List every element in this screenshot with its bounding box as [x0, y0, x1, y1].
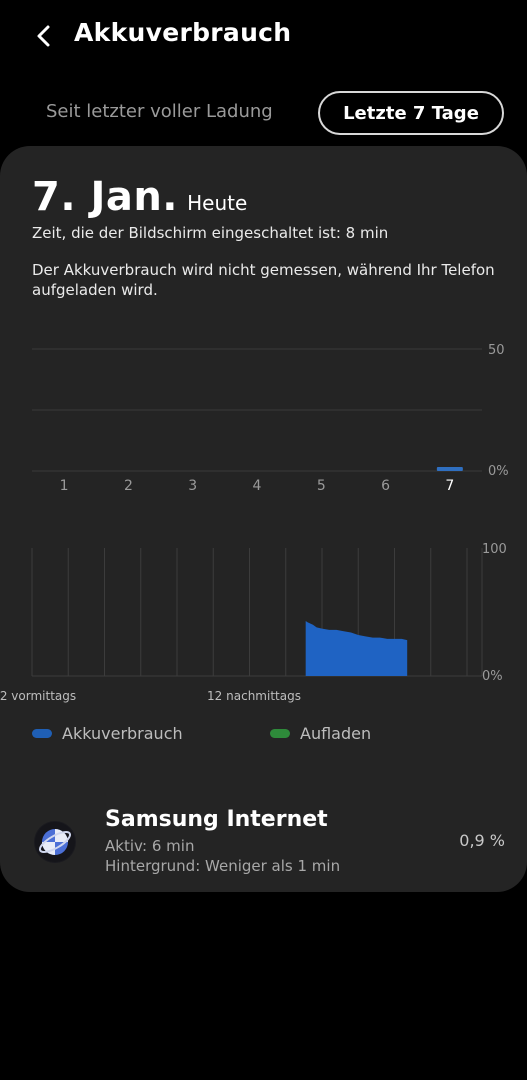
back-button[interactable]: [30, 22, 58, 50]
screen-time-text: Zeit, die der Bildschirm eingeschaltet i…: [32, 224, 389, 242]
x-tick-label: 2 vormittags: [0, 689, 76, 703]
battery-level-area-chart[interactable]: 100 0% 2 vormittags 12 nachmittags: [0, 536, 527, 716]
app-usage-row[interactable]: Samsung Internet Aktiv: 6 min Hintergrun…: [0, 801, 527, 881]
x-tick-label: 6: [381, 478, 390, 494]
page-title: Akkuverbrauch: [74, 18, 292, 47]
app-active-time: Aktiv: 6 min: [105, 837, 195, 855]
range-option-last-7-days[interactable]: Letzte 7 Tage: [318, 91, 504, 135]
chart-legend: Akkuverbrauch Aufladen: [32, 724, 512, 748]
app-name: Samsung Internet: [105, 807, 328, 832]
daily-usage-bar-chart[interactable]: 50 0% 1 2 3 4 5 6 7: [0, 336, 527, 496]
y-tick-label: 0%: [488, 464, 509, 479]
bar: [436, 467, 463, 471]
app-usage-percent: 0,9 %: [459, 831, 505, 850]
x-tick-label: 1: [60, 478, 69, 494]
today-label: Heute: [187, 191, 248, 215]
header: Akkuverbrauch: [0, 0, 527, 72]
legend-item-usage: Akkuverbrauch: [32, 724, 183, 743]
charging-notice: Der Akkuverbrauch wird nicht gemessen, w…: [32, 261, 495, 299]
x-tick-label: 5: [317, 478, 326, 494]
x-tick-label: 4: [253, 478, 262, 494]
x-tick-label: 2: [124, 478, 133, 494]
x-tick-label: 7: [445, 478, 454, 494]
samsung-internet-icon: [34, 821, 76, 863]
usage-area: [305, 620, 408, 676]
legend-swatch-charging: [270, 729, 290, 738]
range-option-since-full-charge[interactable]: Seit letzter voller Ladung: [46, 101, 273, 122]
legend-label-charging: Aufladen: [300, 724, 372, 743]
y-tick-label: 100: [482, 542, 507, 557]
chevron-left-icon: [37, 25, 50, 47]
date-heading: 7. Jan. Heute: [32, 174, 247, 220]
legend-label-usage: Akkuverbrauch: [62, 724, 183, 743]
x-tick-label: 3: [188, 478, 197, 494]
y-tick-label: 0%: [482, 669, 503, 684]
legend-item-charging: Aufladen: [270, 724, 371, 743]
y-tick-label: 50: [488, 343, 505, 358]
range-selector: Seit letzter voller Ladung Letzte 7 Tage: [0, 88, 527, 138]
x-tick-label: 12 nachmittags: [207, 689, 301, 703]
app-background-time: Hintergrund: Weniger als 1 min: [105, 857, 341, 875]
usage-card: 7. Jan. Heute Zeit, die der Bildschirm e…: [0, 146, 527, 892]
legend-swatch-usage: [32, 729, 52, 738]
date-label: 7. Jan.: [32, 174, 178, 220]
